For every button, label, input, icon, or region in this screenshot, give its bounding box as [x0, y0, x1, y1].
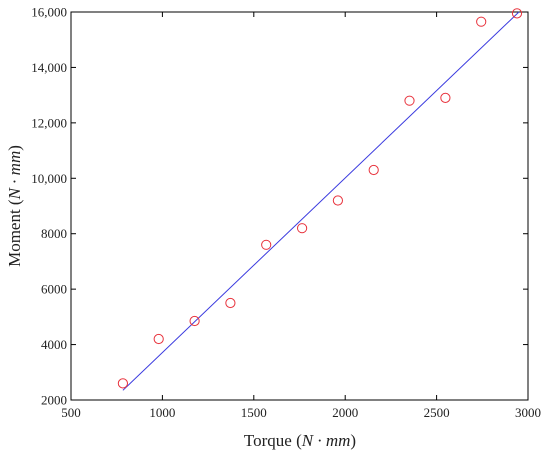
x-tick-label: 2000 [332, 405, 358, 420]
fit-line [122, 11, 520, 391]
y-tick-label: 12,000 [31, 115, 67, 130]
x-tick-label: 3000 [515, 405, 541, 420]
data-point [511, 8, 523, 19]
x-tick-label: 2500 [424, 405, 450, 420]
plot-frame [70, 11, 529, 401]
data-point [368, 164, 379, 176]
axis-ticks: 500 1000 1500 2000 2500 3000 2000 4000 6000 8000 1… [31, 5, 541, 421]
y-tick-label: 16,000 [31, 5, 67, 20]
y-tick-label: 6000 [41, 282, 67, 297]
x-axis-label: Torque (N · mm) [244, 431, 356, 450]
data-point [440, 92, 451, 104]
fit-line-layer [122, 11, 520, 391]
x-tick-label: 1500 [241, 405, 267, 420]
x-tick-label: 500 [61, 405, 81, 420]
data-points-layer [117, 8, 523, 389]
data-point [404, 95, 415, 106]
y-tick-label: 2000 [41, 393, 67, 408]
data-point [189, 315, 200, 327]
y-tick-label: 4000 [41, 337, 67, 352]
x-tick-label: 1000 [149, 405, 175, 420]
y-axis-label: Moment (N · mm) [5, 145, 24, 267]
y-tick-label: 10,000 [31, 171, 67, 186]
data-point [332, 195, 343, 206]
data-point [153, 333, 164, 345]
data-point [476, 16, 487, 27]
y-tick-label: 8000 [41, 226, 67, 241]
data-point [297, 223, 308, 234]
data-point [225, 297, 236, 309]
data-point [117, 378, 129, 389]
data-point [261, 239, 272, 250]
y-tick-label: 14,000 [31, 60, 67, 75]
